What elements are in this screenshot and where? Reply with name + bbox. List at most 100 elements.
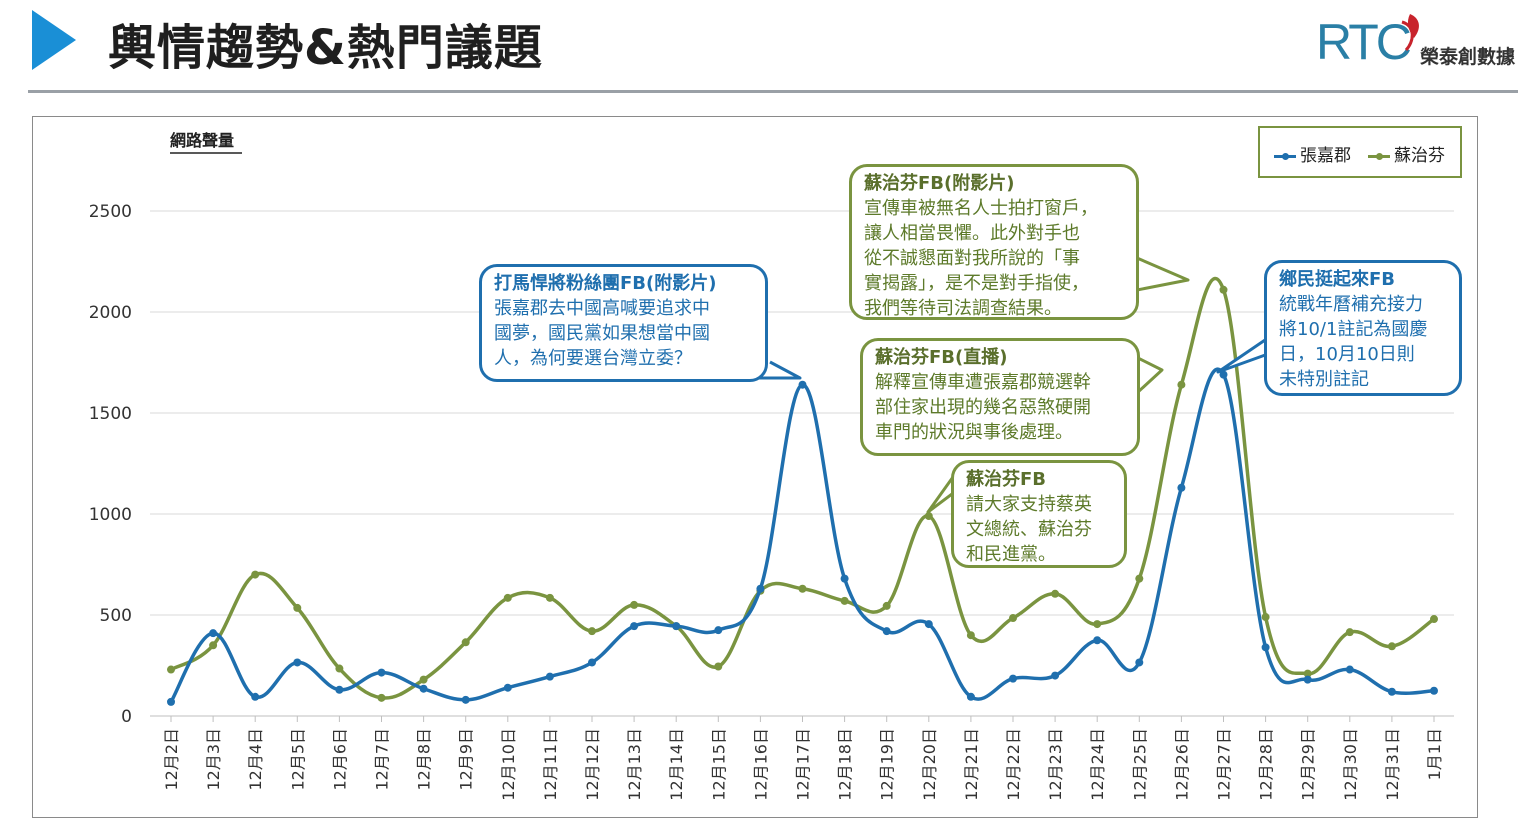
data-point-0 xyxy=(1093,636,1102,645)
data-point-0 xyxy=(1430,686,1438,695)
data-point-0 xyxy=(1051,671,1060,680)
data-point-0 xyxy=(756,584,765,593)
callout-line: 張嘉郡去中國高喊要追求中 xyxy=(494,298,710,319)
data-point-1 xyxy=(588,627,596,636)
x-tick-label: 12月11日 xyxy=(541,728,560,801)
chart-legend: 張嘉郡 蘇治芬 xyxy=(1258,126,1462,178)
data-point-1 xyxy=(209,641,218,650)
x-tick-label: 12月25日 xyxy=(1130,728,1149,801)
legend-item: 蘇治芬 xyxy=(1368,141,1445,166)
logo-mark: RTC xyxy=(1316,14,1412,70)
data-point-1 xyxy=(167,665,175,674)
x-tick-label: 12月29日 xyxy=(1299,728,1318,801)
callout-line: 讓人相當畏懼。此外對手也 xyxy=(864,223,1080,244)
x-tick-label: 12月6日 xyxy=(330,728,349,791)
data-point-0 xyxy=(377,668,386,677)
data-point-0 xyxy=(1009,674,1017,683)
data-point-0 xyxy=(1261,643,1270,652)
callout-pointer xyxy=(1136,256,1190,292)
x-tick-label: 12月7日 xyxy=(373,728,392,791)
callout-line: 未特別註記 xyxy=(1279,369,1369,390)
data-point-1 xyxy=(377,693,386,702)
callout-line: 部住家出現的幾名惡煞硬開 xyxy=(875,397,1091,418)
x-tick-label: 12月4日 xyxy=(246,728,265,791)
data-point-0 xyxy=(545,672,554,681)
x-tick-label: 12月2日 xyxy=(162,728,181,791)
logo-swoosh xyxy=(1401,14,1419,52)
series-line-1 xyxy=(170,277,1436,700)
data-point-1 xyxy=(1345,628,1354,637)
legend-line-icon xyxy=(1368,152,1390,160)
y-tick-label: 500 xyxy=(100,606,132,626)
x-tick-label: 12月16日 xyxy=(751,728,770,801)
x-tick-label: 12月9日 xyxy=(457,728,476,791)
data-point-0 xyxy=(1345,665,1354,674)
callout-line: 日，10月10日則 xyxy=(1279,344,1415,365)
callout-title: 蘇治芬FB(附影片) xyxy=(864,173,1015,194)
callout-line: 請大家支持蔡英 xyxy=(966,494,1092,515)
data-point-1 xyxy=(1387,642,1396,651)
callout-line: 我們等待司法調查結果。 xyxy=(864,298,1062,319)
data-point-1 xyxy=(251,570,260,579)
chart-frame xyxy=(32,116,1478,818)
data-point-1 xyxy=(1430,615,1438,624)
callout-xiang-min: 鄉民挺起來FB 統戰年曆補充接力 將10/1註記為國慶 日，10月10日則 未特… xyxy=(1264,260,1462,396)
x-tick-label: 12月26日 xyxy=(1172,728,1191,801)
data-point-0 xyxy=(209,629,218,638)
data-point-1 xyxy=(1261,613,1270,622)
data-point-1 xyxy=(882,601,891,610)
callout-line: 解釋宣傳車遭張嘉郡競選幹 xyxy=(875,372,1091,393)
legend-item: 張嘉郡 xyxy=(1274,141,1351,166)
data-point-0 xyxy=(1177,483,1186,492)
x-tick-label: 12月24日 xyxy=(1088,728,1107,801)
data-point-1 xyxy=(1009,614,1017,623)
callout-da-ma-han-jiang: 打馬悍將粉絲團FB(附影片) 張嘉郡去中國高喊要追求中 國夢，國民黨如果想當中國… xyxy=(479,264,768,382)
x-tick-label: 12月18日 xyxy=(836,728,855,801)
data-point-1 xyxy=(966,631,975,640)
data-point-1 xyxy=(293,603,302,612)
callout-line: 宣傳車被無名人士拍打窗戶， xyxy=(864,198,1098,219)
callout-line: 從不誠懇面對我所說的「事 xyxy=(864,248,1080,269)
legend-label: 蘇治芬 xyxy=(1394,146,1445,166)
data-point-0 xyxy=(167,697,175,706)
x-tick-label: 12月19日 xyxy=(878,728,897,801)
callout-line: 實揭露」，是不是對手指使， xyxy=(864,273,1089,294)
data-point-0 xyxy=(1303,675,1312,684)
data-point-1 xyxy=(1093,620,1102,629)
data-point-1 xyxy=(1177,380,1186,389)
callout-line: 統戰年曆補充接力 xyxy=(1279,294,1423,315)
x-tick-label: 12月3日 xyxy=(204,728,223,791)
data-point-0 xyxy=(588,658,596,667)
data-point-0 xyxy=(882,627,891,636)
x-tick-label: 12月30日 xyxy=(1341,728,1360,801)
data-point-1 xyxy=(461,638,470,647)
x-tick-label: 12月15日 xyxy=(709,728,728,801)
callout-title: 蘇治芬FB(直播) xyxy=(875,347,1008,368)
x-tick-label: 12月10日 xyxy=(499,728,518,801)
x-tick-label: 12月22日 xyxy=(1004,728,1023,801)
data-point-0 xyxy=(630,622,639,631)
callout-line: 車門的狀況與事後處理。 xyxy=(875,422,1073,443)
data-point-0 xyxy=(419,684,428,693)
x-tick-label: 12月14日 xyxy=(667,728,686,801)
data-point-0 xyxy=(924,620,933,629)
data-point-0 xyxy=(966,692,975,701)
play-arrow-icon xyxy=(32,10,76,70)
callout-line: 文總統、蘇治芬 xyxy=(966,519,1092,540)
callout-line: 將10/1註記為國慶 xyxy=(1279,319,1428,340)
header-divider xyxy=(28,90,1518,93)
data-point-1 xyxy=(419,675,428,684)
callout-line: 國夢，國民黨如果想當中國 xyxy=(494,323,710,344)
data-point-0 xyxy=(840,574,849,583)
logo-name: 榮泰創數據 xyxy=(1420,46,1516,68)
x-tick-label: 12月31日 xyxy=(1383,728,1402,801)
x-tick-label: 1月1日 xyxy=(1425,728,1444,780)
data-point-0 xyxy=(1219,370,1228,379)
data-point-1 xyxy=(1303,669,1312,678)
data-point-1 xyxy=(1219,285,1228,294)
x-tick-label: 12月21日 xyxy=(962,728,981,801)
x-tick-label: 12月28日 xyxy=(1257,728,1276,801)
y-tick-label: 1500 xyxy=(89,404,132,424)
data-point-1 xyxy=(1051,589,1060,598)
